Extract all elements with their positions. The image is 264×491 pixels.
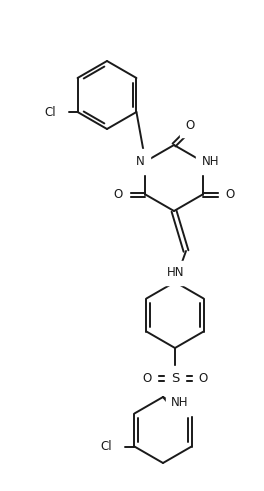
Text: HN: HN bbox=[167, 267, 185, 279]
Text: O: O bbox=[198, 372, 208, 384]
Text: O: O bbox=[114, 188, 123, 201]
Text: NH: NH bbox=[202, 155, 219, 168]
Text: Cl: Cl bbox=[44, 106, 55, 118]
Text: Cl: Cl bbox=[101, 440, 112, 453]
Text: O: O bbox=[225, 188, 234, 201]
Text: S: S bbox=[171, 372, 179, 384]
Text: N: N bbox=[136, 155, 145, 168]
Text: O: O bbox=[185, 118, 195, 132]
Text: NH: NH bbox=[171, 397, 189, 409]
Text: O: O bbox=[142, 372, 152, 384]
